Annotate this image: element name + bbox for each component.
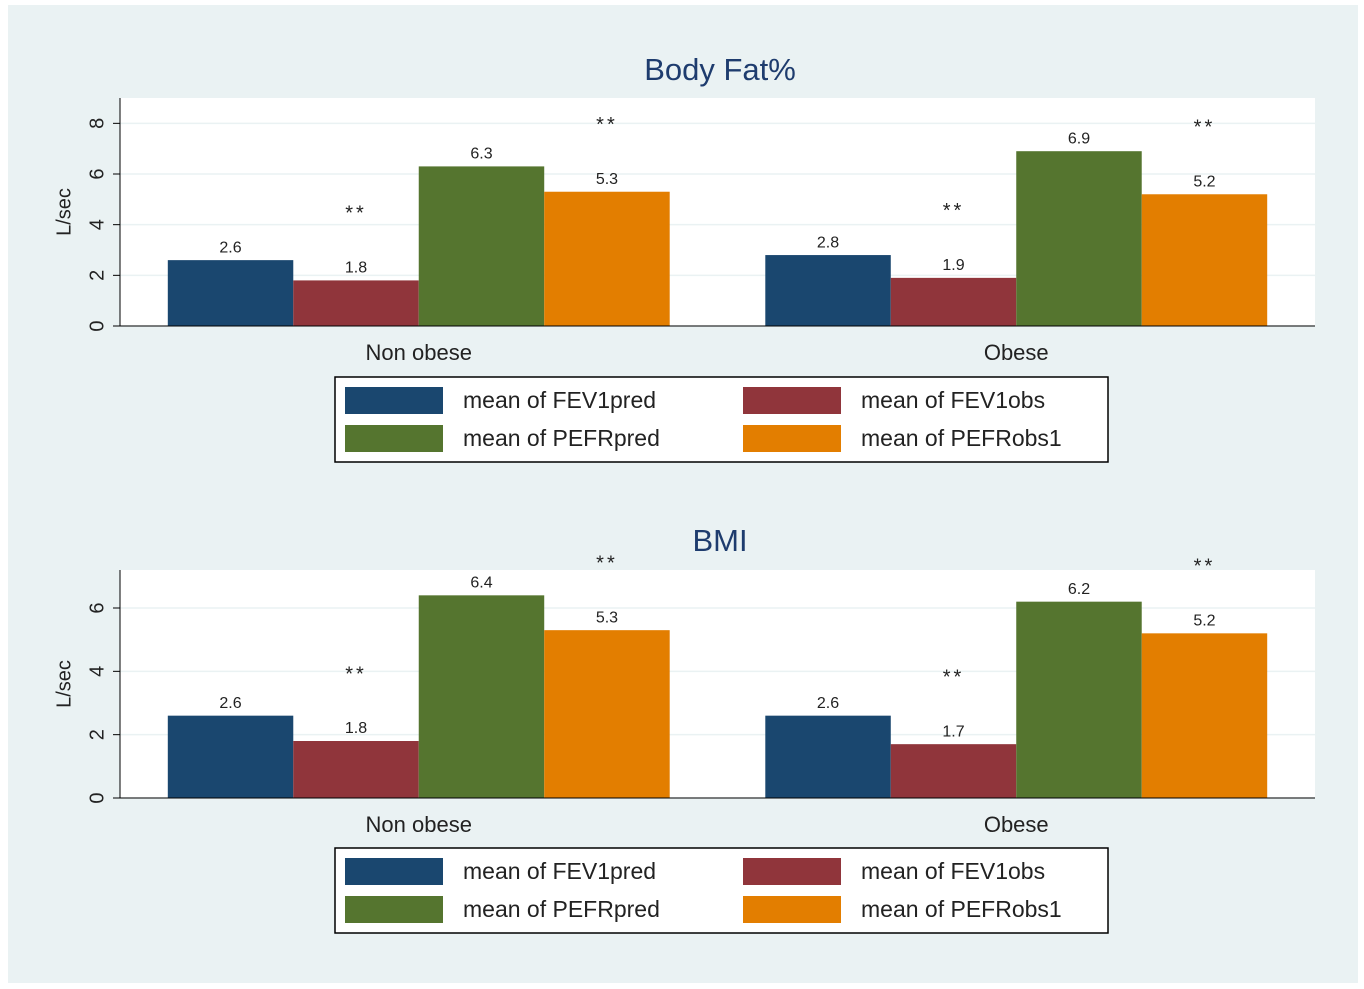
annotation: ** xyxy=(1194,117,1216,139)
bar xyxy=(544,630,670,798)
value-label: 2.6 xyxy=(219,695,241,712)
annotation: ** xyxy=(596,114,618,136)
annotation: ** xyxy=(345,663,367,685)
value-label: 6.2 xyxy=(1068,581,1090,598)
legend-label: mean of FEV1obs xyxy=(861,387,1045,413)
bar xyxy=(1141,194,1268,326)
legend-swatch xyxy=(345,387,443,414)
legend-label: mean of FEV1obs xyxy=(861,858,1045,884)
annotation: ** xyxy=(943,666,965,688)
y-tick-label: 4 xyxy=(86,666,108,677)
legend-swatch xyxy=(743,858,841,885)
y-tick-label: 8 xyxy=(86,118,108,129)
chart-title: BMI xyxy=(692,523,747,558)
legend-label: mean of PEFRpred xyxy=(463,896,660,922)
legend-swatch xyxy=(345,858,443,885)
legend-box xyxy=(334,847,1109,934)
value-label: 1.9 xyxy=(942,257,964,274)
legend-label: mean of PEFRobs1 xyxy=(861,896,1062,922)
value-label: 5.3 xyxy=(596,609,618,626)
bar xyxy=(1141,633,1268,798)
value-label: 6.9 xyxy=(1068,130,1090,147)
bar xyxy=(765,255,891,326)
legend-label: mean of FEV1pred xyxy=(463,387,656,413)
value-label: 5.2 xyxy=(1193,173,1215,190)
bar xyxy=(167,715,294,798)
annotation: ** xyxy=(943,200,965,222)
bar xyxy=(1016,151,1142,326)
annotation: ** xyxy=(596,552,618,574)
y-tick-label: 4 xyxy=(86,219,108,230)
y-tick-label: 6 xyxy=(86,602,108,613)
value-label: 5.2 xyxy=(1193,613,1215,630)
value-label: 2.8 xyxy=(817,234,839,251)
y-tick-label: 0 xyxy=(86,792,108,803)
value-label: 6.3 xyxy=(470,146,492,163)
bar xyxy=(1016,601,1142,798)
x-tick-label: Non obese xyxy=(366,340,472,365)
value-label: 1.8 xyxy=(345,720,367,737)
y-axis-label: L/sec xyxy=(53,188,75,236)
y-axis-label: L/sec xyxy=(53,660,75,708)
x-tick-label: Obese xyxy=(984,340,1049,365)
value-label: 5.3 xyxy=(596,171,618,188)
legend-swatch xyxy=(743,387,841,414)
legend-swatch xyxy=(743,425,841,452)
legend-swatch xyxy=(345,425,443,452)
y-tick-label: 6 xyxy=(86,168,108,179)
legend-swatch xyxy=(345,896,443,923)
bar xyxy=(293,741,419,798)
bar xyxy=(544,191,670,326)
bar xyxy=(765,715,891,798)
bar xyxy=(293,280,419,326)
bar xyxy=(418,595,545,798)
value-label: 2.6 xyxy=(817,695,839,712)
annotation: ** xyxy=(345,203,367,225)
y-tick-label: 2 xyxy=(86,729,108,740)
annotation: ** xyxy=(1194,556,1216,578)
bar xyxy=(890,277,1017,326)
value-label: 6.4 xyxy=(470,575,492,592)
legend-label: mean of PEFRobs1 xyxy=(861,425,1062,451)
bar xyxy=(418,166,545,326)
value-label: 2.6 xyxy=(219,239,241,256)
y-tick-label: 0 xyxy=(86,320,108,331)
legend-label: mean of FEV1pred xyxy=(463,858,656,884)
legend-swatch xyxy=(743,896,841,923)
value-label: 1.7 xyxy=(942,723,964,740)
legend-label: mean of PEFRpred xyxy=(463,425,660,451)
legend-box xyxy=(334,376,1109,463)
y-tick-label: 2 xyxy=(86,270,108,281)
x-tick-label: Obese xyxy=(984,812,1049,837)
value-label: 1.8 xyxy=(345,260,367,277)
bar xyxy=(890,744,1017,798)
x-tick-label: Non obese xyxy=(366,812,472,837)
bar xyxy=(167,260,294,326)
chart-title: Body Fat% xyxy=(644,52,796,87)
